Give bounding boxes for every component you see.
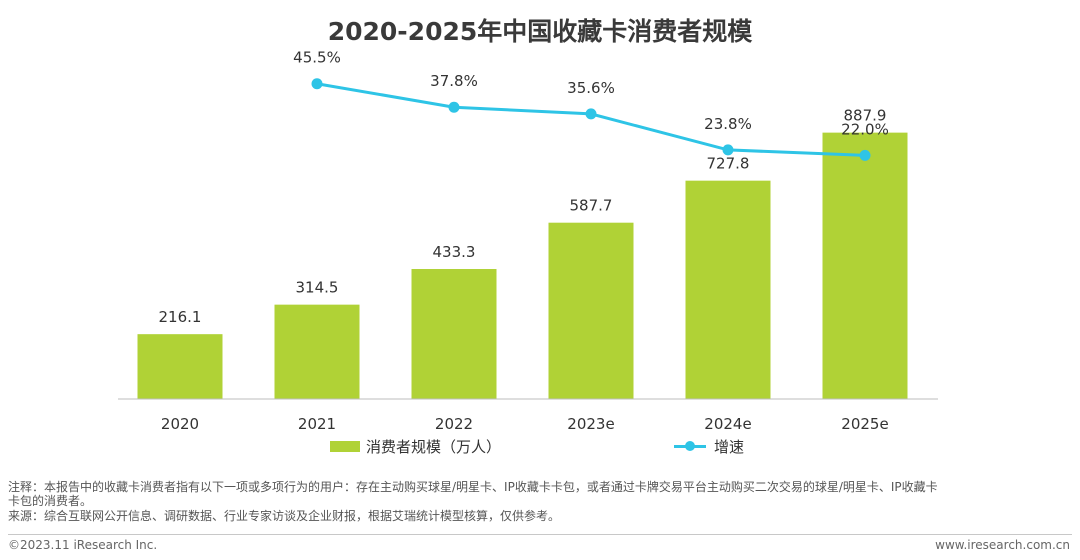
legend-line-label: 增速 <box>714 438 745 456</box>
bar-label-2022: 433.3 <box>433 243 476 261</box>
footer: ©2023.11 iResearch Inc. www.iresearch.co… <box>0 530 1080 560</box>
growth-point-2021 <box>311 78 323 90</box>
x-tick-2025e: 2025e <box>841 415 888 433</box>
bar-2022 <box>411 269 497 399</box>
bar-label-2025e: 887.9 <box>844 107 887 125</box>
legend-bar-label: 消费者规模（万人） <box>366 438 502 456</box>
footnote-line-2: 卡包的消费者。 <box>8 494 93 508</box>
bar-2024e <box>685 180 771 399</box>
growth-point-2022 <box>448 101 460 113</box>
bar-label-2024e: 727.8 <box>707 155 750 173</box>
chart-canvas: 216.1 314.5 433.3 587.7 727.8 887.9 2020 2021 2… <box>118 49 938 433</box>
footnote-line-1: 注释：本报告中的收藏卡消费者指有以下一项或多项行为的用户：存在主动购买球星/明星… <box>8 480 938 494</box>
legend-bar-swatch <box>330 441 360 452</box>
chart-title: 2020-2025年中国收藏卡消费者规模 <box>327 17 753 46</box>
source-note: 来源：综合互联网公开信息、调研数据、行业专家访谈及企业财报，根据艾瑞统计模型核算… <box>8 509 561 523</box>
website: www.iresearch.com.cn <box>935 538 1070 552</box>
copyright: ©2023.11 iResearch Inc. <box>8 538 158 552</box>
bar-2020 <box>137 334 223 399</box>
x-tick-2020: 2020 <box>161 415 199 433</box>
growth-point-2024e <box>722 144 734 156</box>
growth-label-2025e: 22.0% <box>841 120 889 138</box>
bar-label-2023e: 587.7 <box>570 197 613 215</box>
legend-line: 增速 <box>674 436 744 457</box>
legend-bar: 消费者规模（万人） <box>330 436 501 457</box>
growth-point-2023e <box>585 108 597 120</box>
legend-line-swatch <box>674 441 706 451</box>
bar-2021 <box>274 304 360 399</box>
growth-label-2023e: 35.6% <box>567 79 615 97</box>
x-tick-2024e: 2024e <box>704 415 751 433</box>
growth-label-2024e: 23.8% <box>704 115 752 133</box>
growth-label-2021: 45.5% <box>293 49 341 67</box>
bar-2025e <box>822 132 908 399</box>
bar-2023e <box>548 222 634 399</box>
bar-label-2020: 216.1 <box>159 308 202 326</box>
x-tick-2021: 2021 <box>298 415 336 433</box>
growth-point-2025e <box>859 149 871 161</box>
growth-label-2022: 37.8% <box>430 72 478 90</box>
x-tick-2022: 2022 <box>435 415 473 433</box>
bar-label-2021: 314.5 <box>296 279 339 297</box>
x-tick-2023e: 2023e <box>567 415 614 433</box>
